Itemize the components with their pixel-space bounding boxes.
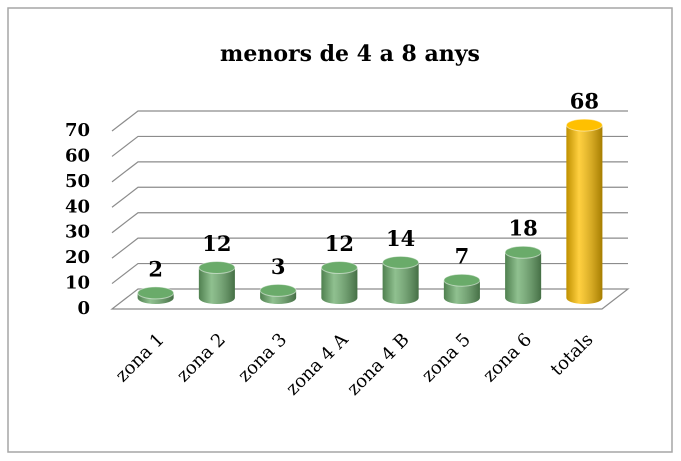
grid-line (111, 262, 628, 285)
bar-cap (382, 255, 420, 269)
value-label: 7 (455, 244, 470, 269)
grid-line (111, 237, 628, 259)
grid-line (111, 161, 628, 183)
bar-shade (382, 262, 419, 304)
value-label: 68 (570, 89, 599, 114)
grid-line (111, 110, 628, 132)
value-label: 14 (386, 226, 415, 251)
bar-shade (443, 280, 480, 304)
bar-cap (320, 260, 358, 274)
chart-title: menors de 4 a 8 anys (220, 41, 480, 67)
bar-cap (504, 245, 542, 259)
bar-shade (198, 267, 235, 304)
y-tick-label: 30 (65, 222, 90, 243)
bar-cap (198, 260, 236, 274)
chart-frame (7, 7, 673, 453)
bar-cap (259, 283, 297, 297)
grid-line (111, 186, 628, 208)
value-label: 18 (509, 216, 538, 241)
y-tick-label: 60 (65, 145, 90, 166)
value-label: 12 (202, 231, 231, 256)
value-label: 12 (325, 231, 354, 256)
y-tick-label: 50 (65, 171, 90, 192)
y-tick-label: 10 (65, 273, 90, 294)
bar-cap (565, 118, 603, 132)
y-tick-label: 40 (65, 196, 90, 217)
y-tick-label: 0 (77, 298, 90, 319)
grid-line (111, 135, 628, 157)
bar-cap (137, 286, 175, 300)
bar-shade (505, 252, 542, 304)
floor (110, 288, 630, 310)
grid-line (111, 212, 628, 234)
value-label: 2 (148, 256, 163, 281)
bar-shade (321, 267, 358, 304)
y-tick-label: 20 (65, 247, 90, 268)
bar-cap (443, 273, 481, 287)
bar-shade (566, 125, 603, 304)
y-tick-label: 70 (65, 120, 90, 141)
value-label: 3 (271, 254, 286, 279)
